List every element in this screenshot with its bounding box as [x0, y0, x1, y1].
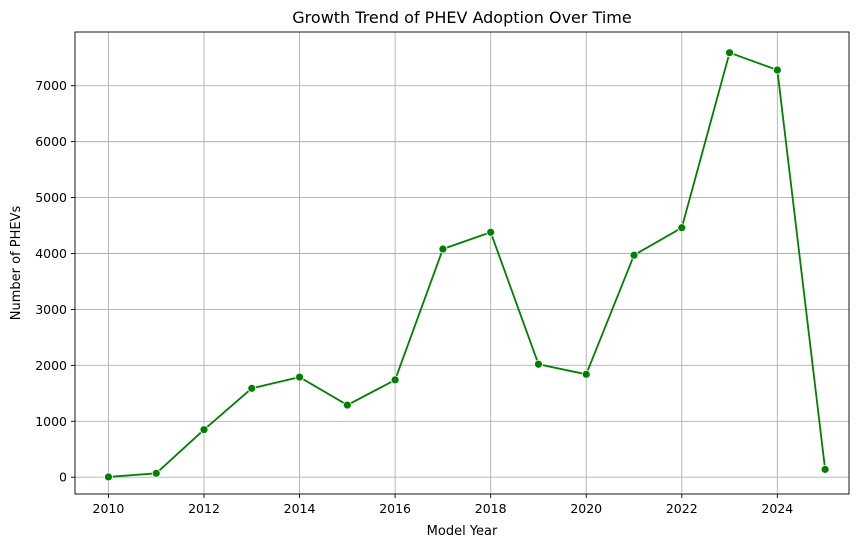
x-tick-label: 2010	[93, 501, 125, 516]
x-tick-label: 2022	[666, 501, 698, 516]
x-tick-label: 2016	[379, 501, 411, 516]
data-point	[820, 464, 830, 474]
y-axis-title: Number of PHEVs	[9, 206, 24, 321]
y-tick-label: 2000	[35, 358, 67, 373]
y-tick-label: 6000	[35, 134, 67, 149]
y-tick-label: 0	[59, 470, 67, 485]
x-tick-label: 2024	[761, 501, 793, 516]
series-line	[108, 51, 827, 478]
data-point	[151, 468, 161, 478]
data-series	[104, 48, 830, 482]
data-point	[295, 372, 304, 382]
y-tick-label: 1000	[35, 414, 67, 429]
data-point	[725, 48, 734, 58]
y-tick-label: 3000	[35, 302, 67, 317]
x-tick-label: 2018	[475, 501, 507, 516]
x-tick-label: 2020	[570, 501, 602, 516]
data-point	[342, 400, 352, 410]
y-tick-label: 4000	[35, 246, 67, 261]
data-point	[629, 250, 639, 260]
data-point	[534, 359, 543, 369]
axis-ticks: 2010 2012 2014 2016 2018 2020 2022 2024 0 1000 200…	[35, 78, 793, 516]
data-point	[486, 227, 496, 237]
chart-title: Growth Trend of PHEV Adoption Over Time	[292, 8, 631, 27]
y-tick-label: 5000	[35, 190, 67, 205]
data-point	[438, 244, 448, 254]
data-point	[677, 223, 687, 233]
data-point	[772, 65, 782, 75]
data-point	[104, 472, 113, 482]
x-tick-label: 2014	[284, 501, 316, 516]
data-point	[581, 369, 591, 379]
plot-area-frame	[74, 31, 850, 495]
x-axis-title: Model Year	[427, 524, 498, 539]
data-point	[390, 375, 400, 385]
data-point	[247, 383, 257, 393]
y-tick-label: 7000	[35, 78, 67, 93]
data-point	[199, 425, 209, 435]
x-tick-label: 2012	[188, 501, 220, 516]
grid-lines	[75, 32, 849, 494]
